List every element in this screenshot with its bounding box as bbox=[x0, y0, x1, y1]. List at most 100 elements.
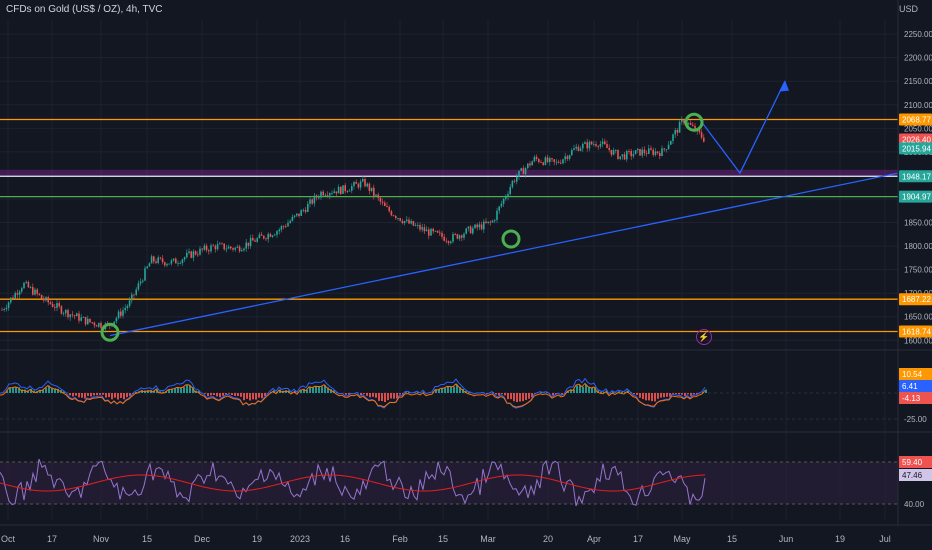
macd-bar bbox=[174, 388, 176, 393]
candle-body bbox=[544, 157, 547, 165]
candle-body bbox=[663, 148, 665, 150]
macd-bar bbox=[45, 387, 47, 393]
macd-bar bbox=[363, 393, 365, 394]
candle-body bbox=[302, 210, 305, 211]
candle-body bbox=[344, 185, 346, 192]
candle-body bbox=[227, 246, 230, 249]
candle-body bbox=[252, 237, 254, 241]
highlight-circle bbox=[501, 229, 521, 249]
candle-body bbox=[172, 258, 175, 261]
candle-body bbox=[278, 229, 280, 232]
candle-body bbox=[419, 224, 421, 230]
candle-body bbox=[111, 325, 113, 327]
macd-bar bbox=[705, 389, 707, 393]
candle-body bbox=[425, 229, 428, 232]
candle-body bbox=[315, 195, 318, 198]
candle-body bbox=[236, 246, 239, 248]
candle-body bbox=[161, 258, 164, 263]
candle-body bbox=[505, 196, 507, 199]
candle-body bbox=[216, 244, 219, 250]
candle-body bbox=[84, 316, 87, 325]
macd-bar bbox=[567, 390, 569, 393]
macd-bar bbox=[696, 393, 698, 395]
macd-bar bbox=[78, 393, 80, 398]
macd-bar bbox=[6, 390, 8, 393]
candle-body bbox=[47, 297, 49, 303]
candle-body bbox=[500, 203, 503, 207]
price-label-bg bbox=[899, 142, 932, 155]
candle-body bbox=[179, 263, 181, 264]
candle-body bbox=[557, 161, 560, 163]
candle-body bbox=[384, 202, 386, 207]
price-label-bg bbox=[899, 170, 932, 183]
candle-body bbox=[296, 213, 298, 216]
candle-body bbox=[381, 201, 384, 203]
candle-body bbox=[7, 302, 10, 308]
candle-body bbox=[124, 308, 126, 311]
macd-bar bbox=[75, 393, 77, 396]
candle-body bbox=[445, 240, 448, 242]
candle-body bbox=[683, 119, 685, 124]
macd-bar bbox=[345, 393, 347, 395]
candle-body bbox=[166, 264, 168, 266]
candle-body bbox=[659, 153, 661, 157]
currency-label: USD bbox=[898, 4, 918, 14]
candle-body bbox=[87, 318, 89, 325]
macd-bar bbox=[588, 386, 590, 393]
candle-body bbox=[3, 309, 5, 310]
macd-bar bbox=[324, 385, 326, 393]
macd-bar bbox=[600, 391, 602, 393]
candle-body bbox=[27, 281, 30, 288]
candle-body bbox=[681, 119, 683, 122]
candle-body bbox=[225, 248, 228, 250]
macd-bar bbox=[186, 385, 188, 393]
macd-label-bg bbox=[899, 392, 932, 404]
macd-bar bbox=[57, 388, 59, 393]
candle-body bbox=[285, 226, 287, 228]
candle-body bbox=[282, 226, 285, 228]
candle-body bbox=[287, 222, 289, 227]
candle-body bbox=[267, 234, 269, 240]
candle-body bbox=[399, 218, 401, 221]
macd-bar bbox=[684, 393, 686, 396]
macd-bar bbox=[576, 385, 578, 393]
macd-bar bbox=[456, 384, 458, 393]
candle-body bbox=[276, 231, 278, 235]
candle-body bbox=[494, 219, 496, 221]
projection-path bbox=[699, 80, 786, 175]
candle-body bbox=[269, 234, 272, 237]
macd-bar bbox=[330, 389, 332, 393]
flash-icon[interactable]: ⚡ bbox=[696, 329, 712, 345]
candle-body bbox=[5, 307, 8, 310]
candle-body bbox=[648, 148, 650, 154]
candle-body bbox=[340, 186, 342, 194]
candle-body bbox=[45, 297, 47, 301]
macd-bar bbox=[318, 386, 320, 393]
candle-body bbox=[703, 137, 705, 142]
candle-body bbox=[137, 283, 140, 290]
candle-body bbox=[531, 161, 533, 166]
candle-body bbox=[516, 176, 518, 182]
candle-body bbox=[698, 128, 701, 133]
macd-bar bbox=[192, 387, 194, 393]
candle-body bbox=[386, 206, 388, 207]
candle-body bbox=[238, 246, 241, 252]
candle-body bbox=[672, 134, 674, 141]
macd-bar bbox=[246, 393, 248, 399]
candle-body bbox=[144, 268, 146, 281]
candle-body bbox=[76, 313, 78, 317]
candle-body bbox=[18, 291, 21, 295]
candle-body bbox=[408, 219, 410, 224]
price-label-bg bbox=[899, 293, 932, 306]
candle-body bbox=[265, 238, 267, 240]
candle-body bbox=[43, 298, 45, 301]
candle-body bbox=[320, 191, 322, 198]
candle-body bbox=[142, 280, 144, 282]
candle-body bbox=[489, 221, 492, 223]
candle-body bbox=[483, 221, 485, 230]
candle-body bbox=[212, 245, 214, 247]
candle-body bbox=[549, 158, 551, 163]
price-label: 2026.40 bbox=[902, 135, 931, 144]
candle-body bbox=[700, 132, 703, 138]
